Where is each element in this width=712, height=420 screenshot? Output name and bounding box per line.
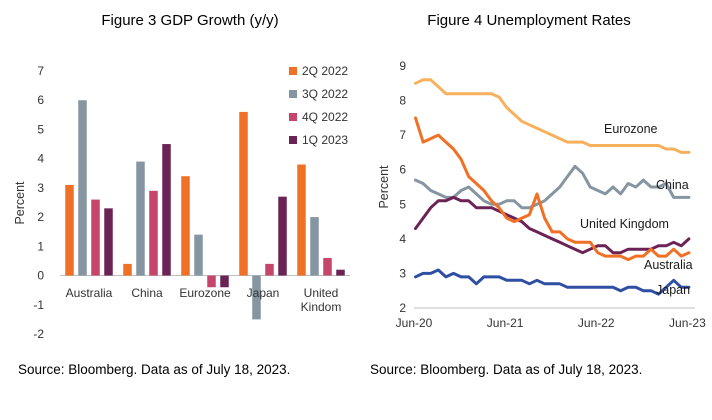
gdp-bar-3q-2022-china [136,161,145,276]
ue-line-united-kingdom [414,195,691,255]
ue-series-label-australia: Australia [644,258,693,272]
gdp-bar-4q-2022-australia [91,199,100,276]
gdp-legend-swatch-1q-2023 [289,136,297,144]
ue-series-label-eurozone: Eurozone [604,122,658,136]
ue-y-tick-label: 6 [399,163,406,177]
ue-series-label-china: China [656,178,689,192]
ue-y-tick-label: 5 [399,197,406,211]
gdp-bar-2q-2022-china [123,263,132,276]
gdp-legend-swatch-2q-2022 [289,67,297,75]
ue-line-australia [414,116,691,262]
ue-y-tick-label: 2 [399,301,406,315]
gdp-y-tick-label: 6 [37,93,44,107]
gdp-legend-label: 2Q 2022 [302,64,348,78]
ue-line-eurozone [414,78,691,154]
gdp-y-tick-label: -2 [33,327,44,341]
gdp-legend-label: 3Q 2022 [302,87,348,101]
gdp-bar-1q-2023-australia [104,208,113,276]
gdp-legend-swatch-3q-2022 [289,90,297,98]
gdp-y-tick-label: 5 [37,122,44,136]
gdp-growth-chart: -2 -1 0 1 2 3 4 5 6 7 Australia China Eurozone Japan U… [33,64,350,341]
gdp-bar-3q-2022-eurozone [194,234,203,276]
ue-y-tick-label: 9 [399,59,406,73]
gdp-legend-label: 1Q 2023 [302,133,348,147]
gdp-bar-1q-2023-eurozone [220,275,229,288]
ue-line-japan [414,268,691,296]
gdp-legend-swatch-4q-2022 [289,113,297,121]
gdp-y-tick-label: 1 [37,239,44,253]
gdp-bar-4q-2022-eurozone [207,275,216,288]
gdp-chart-title: Figure 3 GDP Growth (y/y) [101,12,278,29]
gdp-y-tick-label: 7 [37,64,44,78]
ue-series-label-japan: Japan [656,283,690,297]
gdp-bar-2q-2022-japan [239,111,248,276]
ue-y-tick-label: 7 [399,128,406,142]
gdp-bar-3q-2022-australia [78,100,87,276]
gdp-bar-4q-2022-united-kindom [323,258,332,276]
unemployment-source-note: Source: Bloomberg. Data as of July 18, 2… [370,362,642,377]
ue-y-tick-label: 8 [399,94,406,108]
gdp-y-tick-label: -1 [33,298,44,312]
gdp-x-category-label: Kindom [301,300,342,314]
gdp-x-category-label: Eurozone [179,286,231,300]
gdp-legend-label: 4Q 2022 [302,110,348,124]
ue-x-tick-label: Jun-21 [487,316,524,330]
gdp-bar-2q-2022-eurozone [181,176,190,276]
ue-line-china [414,164,691,210]
ue-y-tick-label: 3 [399,266,406,280]
gdp-bar-4q-2022-china [149,190,158,276]
ue-y-tick-label: 4 [399,232,406,246]
ue-series-label-united-kingdom: United Kingdom [580,217,669,231]
gdp-x-category-label: China [131,286,163,300]
gdp-bar-2q-2022-united-kindom [297,164,306,276]
unemployment-rates-chart: 2 3 4 5 6 7 8 9 Jun-20 Jun-21 Jun-22 Jun-23 Eurozone… [396,59,706,330]
ue-x-tick-label: Jun-23 [669,316,706,330]
gdp-bar-4q-2022-japan [265,263,274,276]
gdp-y-tick-label: 3 [37,181,44,195]
unemployment-chart-title: Figure 4 Unemployment Rates [427,12,630,29]
gdp-bar-1q-2023-japan [278,196,287,276]
gdp-source-note: Source: Bloomberg. Data as of July 18, 2… [18,362,290,377]
gdp-bar-3q-2022-united-kindom [310,217,319,276]
ue-x-tick-label: Jun-20 [396,316,433,330]
gdp-y-tick-label: 2 [37,210,44,224]
ue-x-tick-label: Jun-22 [578,316,615,330]
gdp-y-tick-label: 0 [37,269,44,283]
gdp-bar-1q-2023-united-kindom [336,269,345,276]
gdp-bar-3q-2022-japan [252,275,261,320]
gdp-bar-2q-2022-australia [65,184,74,276]
gdp-bar-1q-2023-china [162,144,171,276]
gdp-y-tick-label: 4 [37,152,44,166]
gdp-y-axis-title: Percent [13,181,27,225]
gdp-x-category-label: United [304,286,339,300]
gdp-x-category-label: Australia [66,286,113,300]
gdp-x-category-label: Japan [247,286,280,300]
unemployment-y-axis-title: Percent [377,165,391,209]
